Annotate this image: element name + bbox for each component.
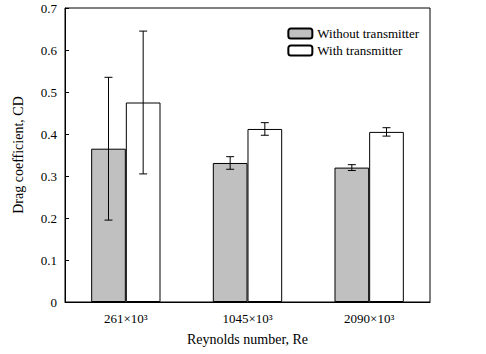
svg-text:0.3: 0.3 xyxy=(41,169,57,184)
svg-text:2090×10³: 2090×10³ xyxy=(344,311,394,326)
svg-text:0.2: 0.2 xyxy=(41,211,57,226)
svg-text:With transmitter: With transmitter xyxy=(317,43,403,58)
svg-text:0.7: 0.7 xyxy=(41,1,58,16)
svg-text:Without transmitter: Without transmitter xyxy=(317,26,419,41)
svg-text:261×10³: 261×10³ xyxy=(104,311,148,326)
svg-text:0.6: 0.6 xyxy=(41,43,58,58)
svg-text:Drag coefficient, CD: Drag coefficient, CD xyxy=(11,96,26,214)
svg-text:0: 0 xyxy=(51,295,58,310)
svg-text:0.1: 0.1 xyxy=(41,253,57,268)
svg-text:1045×10³: 1045×10³ xyxy=(222,311,272,326)
svg-text:0.4: 0.4 xyxy=(41,127,58,142)
svg-text:Reynolds number, Re: Reynolds number, Re xyxy=(187,332,308,347)
svg-text:0.5: 0.5 xyxy=(41,85,57,100)
